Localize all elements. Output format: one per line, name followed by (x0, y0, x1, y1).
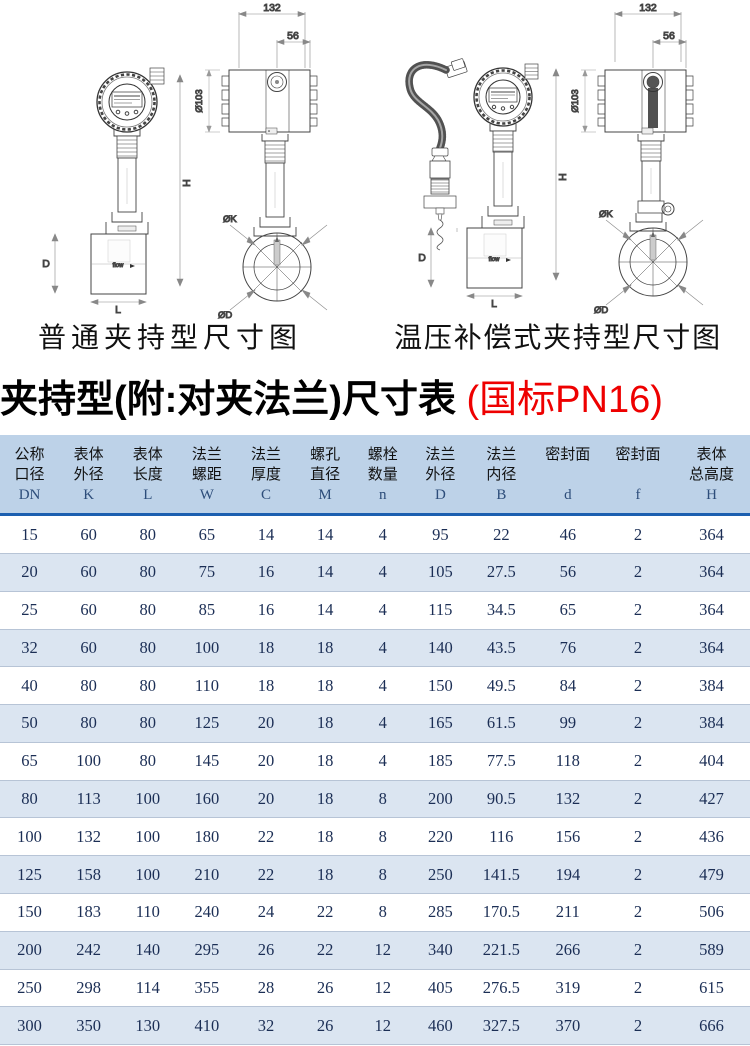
svg-text:Ø103: Ø103 (570, 89, 581, 112)
svg-text:flow: flow (489, 257, 500, 263)
svg-text:L: L (115, 304, 121, 316)
svg-text:D: D (42, 258, 50, 270)
svg-text:Ø103: Ø103 (194, 89, 205, 112)
svg-text:flow: flow (113, 263, 124, 269)
svg-text:H: H (180, 179, 192, 187)
svg-text:132: 132 (263, 2, 281, 14)
svg-text:L: L (491, 298, 497, 310)
svg-text:D: D (418, 252, 426, 264)
svg-text:56: 56 (663, 30, 675, 42)
svg-text:132: 132 (639, 2, 657, 14)
svg-text:ØK: ØK (599, 209, 613, 220)
svg-text:ØK: ØK (223, 214, 237, 225)
svg-text:ØD: ØD (594, 305, 608, 316)
svg-text:H: H (556, 173, 568, 181)
svg-text:56: 56 (287, 30, 299, 42)
